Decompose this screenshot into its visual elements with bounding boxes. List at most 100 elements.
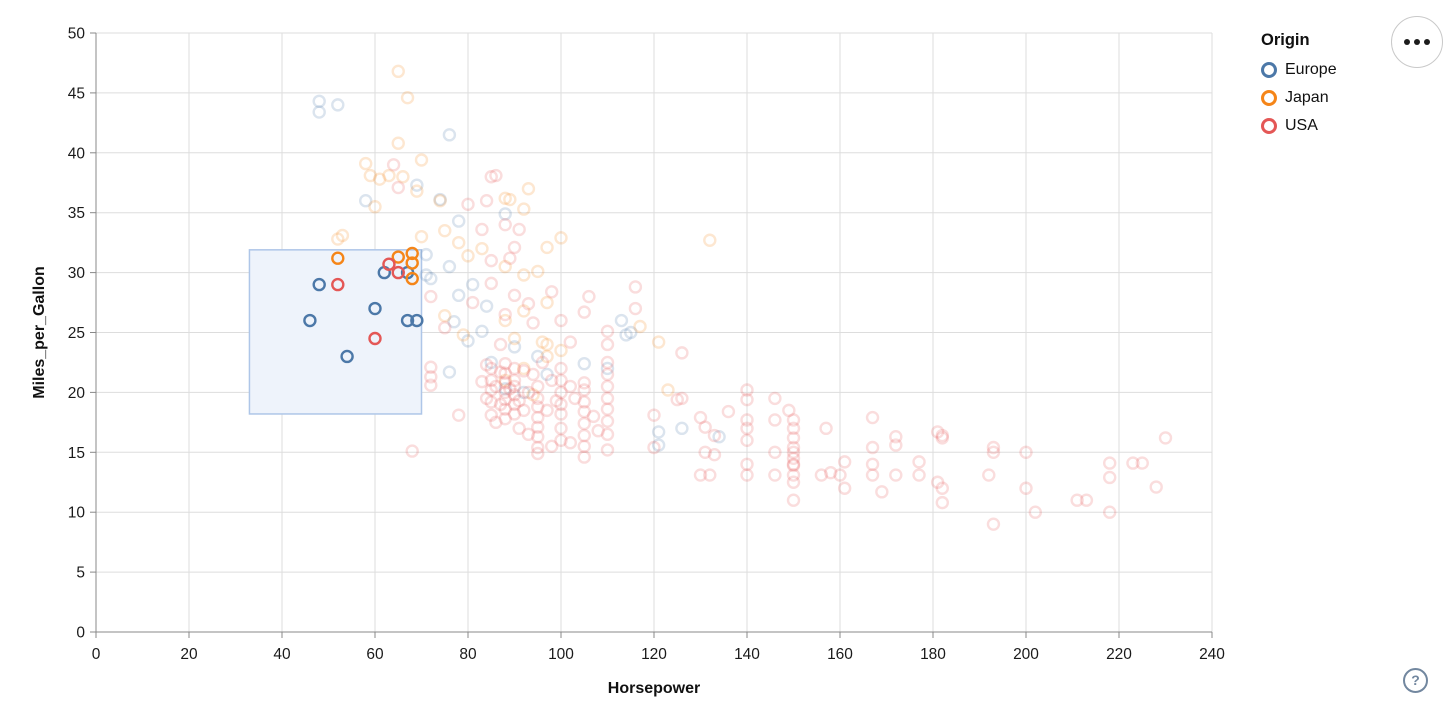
point-japan <box>410 184 424 198</box>
point-europe <box>507 340 522 354</box>
point-usa <box>577 376 591 390</box>
point-usa <box>517 403 531 418</box>
point-usa <box>935 431 949 445</box>
legend-item-japan[interactable]: Japan <box>1261 89 1337 107</box>
ellipsis-icon <box>1404 39 1410 45</box>
point-europe <box>498 207 512 221</box>
point-usa <box>837 481 852 495</box>
legend-label-japan: Japan <box>1285 89 1329 106</box>
point-usa <box>498 307 512 322</box>
point-usa <box>740 383 754 397</box>
point-usa <box>600 355 615 370</box>
point-usa <box>1102 470 1117 485</box>
point-usa <box>531 440 545 455</box>
point-europe <box>517 385 531 400</box>
point-europe <box>447 315 461 329</box>
point-europe <box>442 128 457 142</box>
point-japan <box>526 388 540 402</box>
point-usa <box>693 468 708 482</box>
point-usa <box>577 305 591 319</box>
x-tick-label: 220 <box>1106 646 1132 663</box>
point-usa <box>912 455 926 469</box>
point-usa <box>628 280 643 294</box>
point-usa <box>889 438 903 452</box>
point-usa <box>786 431 801 445</box>
point-usa <box>512 222 526 237</box>
x-tick-label: 0 <box>92 646 101 663</box>
point-usa <box>698 420 712 434</box>
point-usa <box>498 217 512 232</box>
legend-item-europe[interactable]: Europe <box>1261 61 1337 79</box>
point-usa <box>461 197 475 212</box>
point-usa <box>582 289 596 304</box>
point-usa <box>475 222 489 237</box>
point-usa <box>498 366 512 380</box>
point-usa <box>865 457 880 471</box>
point-usa <box>786 421 801 436</box>
point-europe <box>531 349 545 364</box>
point-japan <box>391 64 405 79</box>
point-usa <box>484 253 498 268</box>
point-usa <box>647 440 661 455</box>
point-usa <box>786 475 801 489</box>
ellipsis-icon <box>1424 39 1430 45</box>
point-japan <box>331 232 345 246</box>
point-japan <box>414 229 429 244</box>
point-usa <box>935 428 949 443</box>
point-japan <box>368 200 382 214</box>
point-usa <box>833 468 847 482</box>
brush-selection[interactable] <box>248 249 423 415</box>
point-usa <box>577 404 591 419</box>
point-usa <box>1158 431 1173 445</box>
y-tick-label: 20 <box>68 385 86 402</box>
point-usa <box>507 397 522 412</box>
point-usa <box>489 168 503 183</box>
point-usa <box>549 394 564 408</box>
point-europe <box>614 313 629 328</box>
usa-swatch-icon <box>1261 118 1277 134</box>
point-usa <box>479 194 494 208</box>
point-usa <box>865 440 880 455</box>
point-usa <box>721 404 736 419</box>
point-europe <box>498 382 512 396</box>
legend-label-usa: USA <box>1285 117 1318 134</box>
point-usa <box>479 358 494 372</box>
point-usa <box>577 428 591 443</box>
point-usa <box>503 382 517 396</box>
point-japan <box>498 313 512 328</box>
point-japan <box>521 182 536 196</box>
point-usa <box>554 313 568 328</box>
point-usa <box>865 468 880 482</box>
point-usa <box>521 385 536 400</box>
point-japan <box>507 331 522 346</box>
axes: 0 20 40 60 80 100 120 140 160 180 200 220 240 0 5 10 15 2… <box>68 26 1226 664</box>
chart-actions-menu-button[interactable] <box>1391 16 1443 68</box>
point-usa <box>600 414 615 428</box>
point-usa <box>563 379 577 394</box>
point-europe <box>452 288 466 303</box>
point-usa <box>786 440 801 455</box>
point-usa <box>331 277 345 292</box>
point-usa <box>577 395 591 409</box>
point-usa <box>600 324 615 339</box>
y-tick-label: 0 <box>76 625 85 642</box>
legend-item-usa[interactable]: USA <box>1261 117 1337 135</box>
point-japan <box>554 343 568 358</box>
point-usa <box>675 391 689 406</box>
point-usa <box>484 383 498 397</box>
point-japan <box>405 271 419 286</box>
help-button[interactable]: ? <box>1403 668 1428 693</box>
point-europe <box>465 277 480 292</box>
point-japan <box>540 295 554 310</box>
point-usa <box>786 445 801 459</box>
point-usa <box>512 421 526 436</box>
point-usa <box>507 373 522 388</box>
point-usa <box>930 425 945 439</box>
point-europe <box>419 247 433 262</box>
point-japan <box>475 241 489 256</box>
point-usa <box>930 475 945 489</box>
point-japan <box>400 90 415 105</box>
point-usa <box>465 295 480 310</box>
point-usa <box>484 408 498 422</box>
